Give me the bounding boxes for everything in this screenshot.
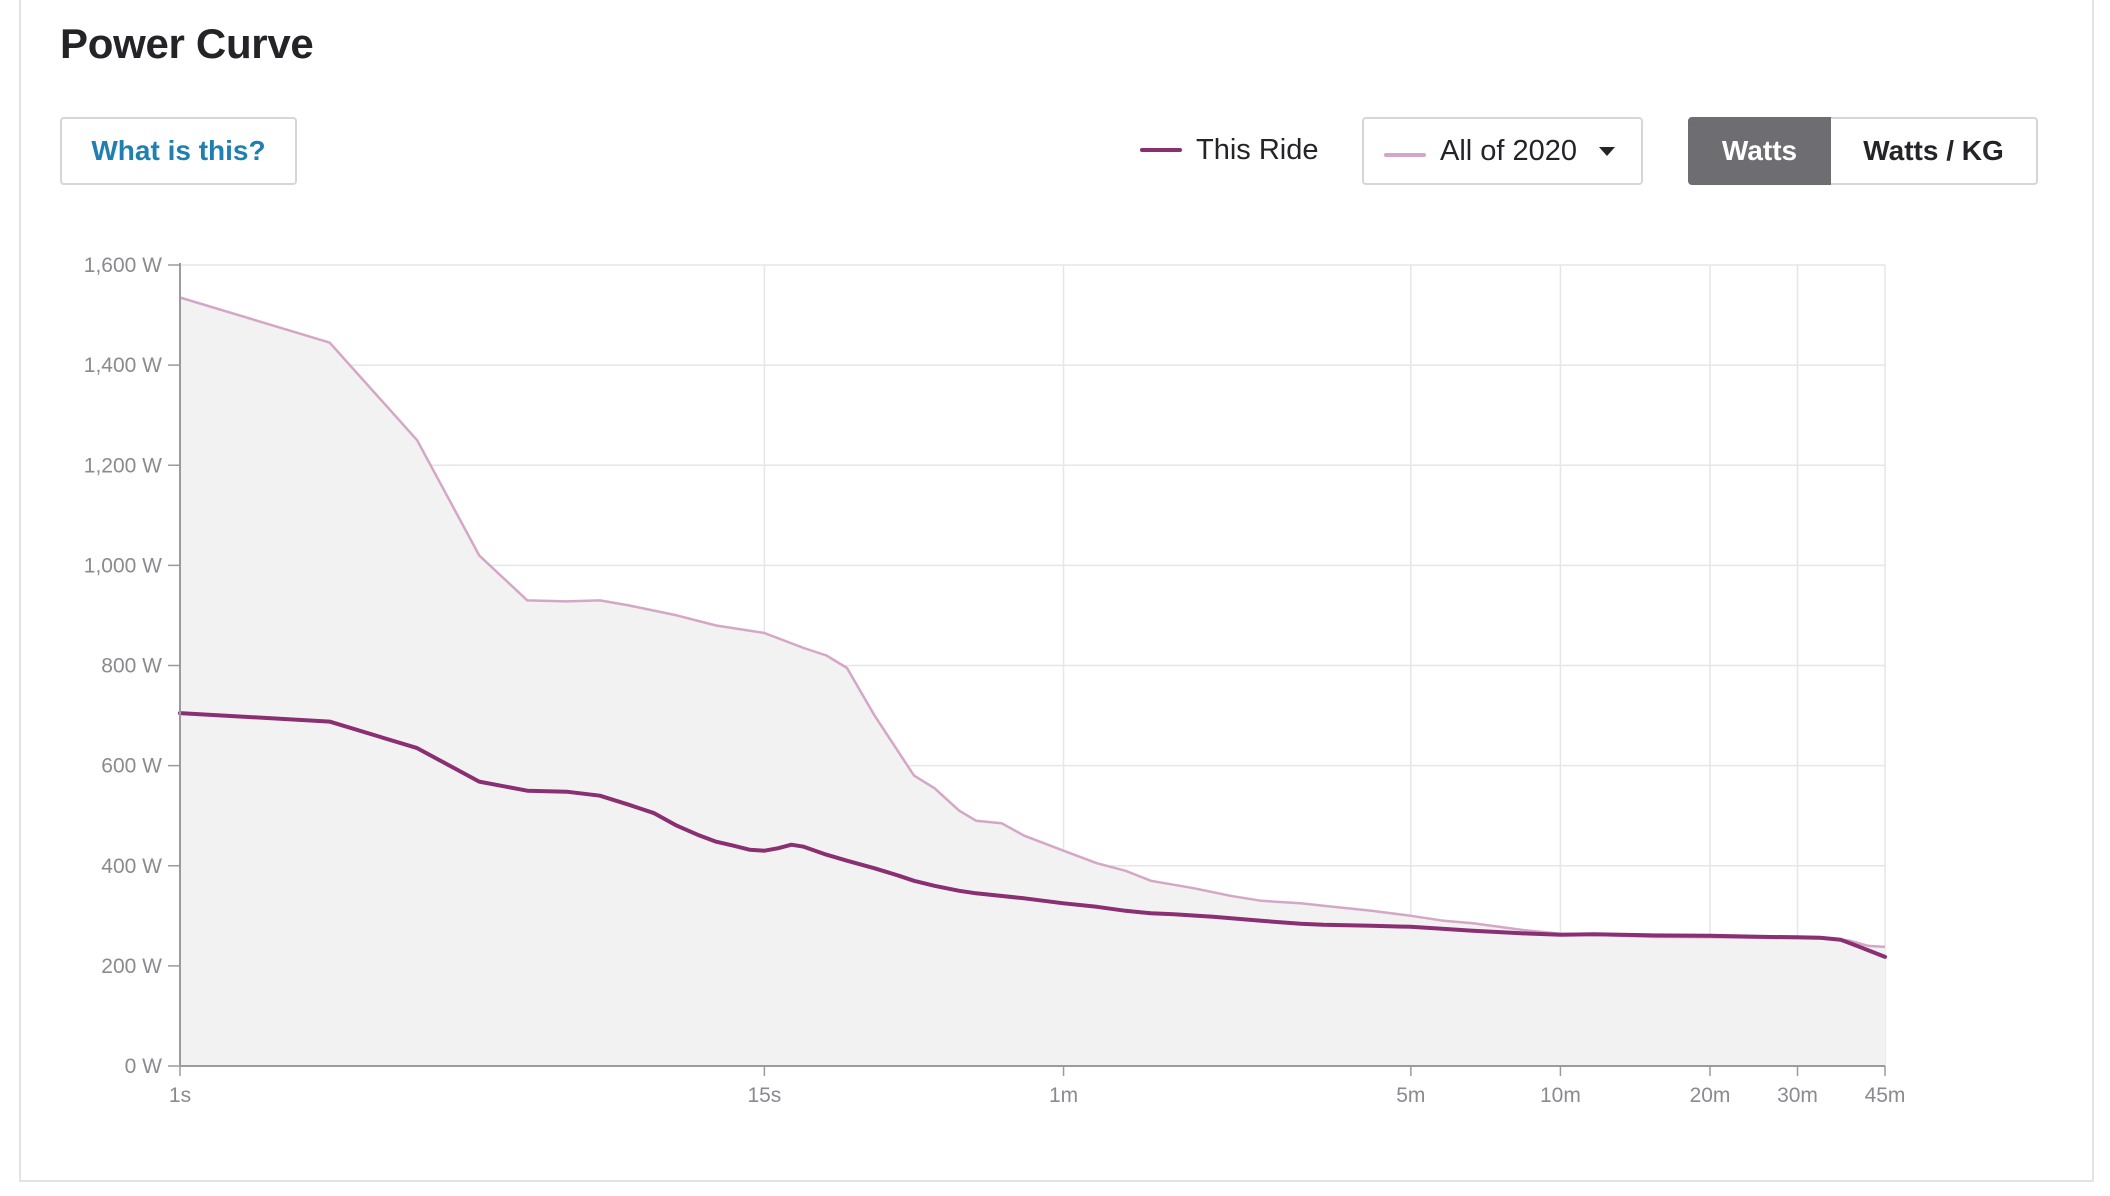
x-tick-label: 1m bbox=[1049, 1084, 1078, 1107]
x-tick-label: 20m bbox=[1690, 1084, 1731, 1107]
comparison-dropdown-label: All of 2020 bbox=[1440, 134, 1578, 167]
this-ride-swatch bbox=[1140, 148, 1182, 152]
chevron-down-icon bbox=[1599, 146, 1616, 156]
chart-tick-labels: 0 W 200 W 400 W 600 W 800 W 1,000 W 1,200 W 1,4… bbox=[84, 254, 1906, 1107]
y-tick-label: 1,400 W bbox=[84, 354, 162, 377]
this-ride-line bbox=[178, 711, 1887, 959]
y-tick-label: 400 W bbox=[101, 855, 162, 878]
x-tick-label: 45m bbox=[1865, 1084, 1906, 1107]
legend-this-ride-label: This Ride bbox=[1196, 133, 1319, 166]
y-tick-label: 1,000 W bbox=[84, 554, 162, 577]
comparison-swatch bbox=[1384, 153, 1426, 157]
x-tick-label: 10m bbox=[1540, 1084, 1581, 1107]
x-tick-label: 5m bbox=[1396, 1084, 1425, 1107]
power-curve-panel bbox=[19, 0, 2094, 1182]
x-tick-label: 15s bbox=[747, 1084, 781, 1107]
chart-axes bbox=[168, 263, 1886, 1076]
watts-button[interactable]: Watts bbox=[1688, 117, 1831, 185]
chart-series bbox=[178, 296, 1887, 1066]
legend-this-ride: This Ride bbox=[1140, 130, 1319, 170]
y-tick-label: 1,600 W bbox=[84, 254, 162, 277]
y-tick-label: 600 W bbox=[101, 755, 162, 778]
y-tick-label: 200 W bbox=[101, 955, 162, 978]
y-tick-label: 800 W bbox=[101, 655, 162, 678]
y-tick-label: 0 W bbox=[125, 1055, 163, 1078]
what-is-this-button[interactable]: What is this? bbox=[60, 117, 297, 185]
comparison-area bbox=[180, 297, 1885, 1066]
unit-toggle: Watts Watts / KG bbox=[1688, 117, 2038, 185]
x-tick-label: 30m bbox=[1777, 1084, 1818, 1107]
x-tick-label: 1s bbox=[169, 1084, 191, 1107]
page-title: Power Curve bbox=[60, 20, 314, 67]
y-tick-label: 1,200 W bbox=[84, 454, 162, 477]
comparison-dropdown[interactable]: All of 2020 bbox=[1362, 117, 1643, 185]
watts-per-kg-button[interactable]: Watts / KG bbox=[1831, 117, 2038, 185]
